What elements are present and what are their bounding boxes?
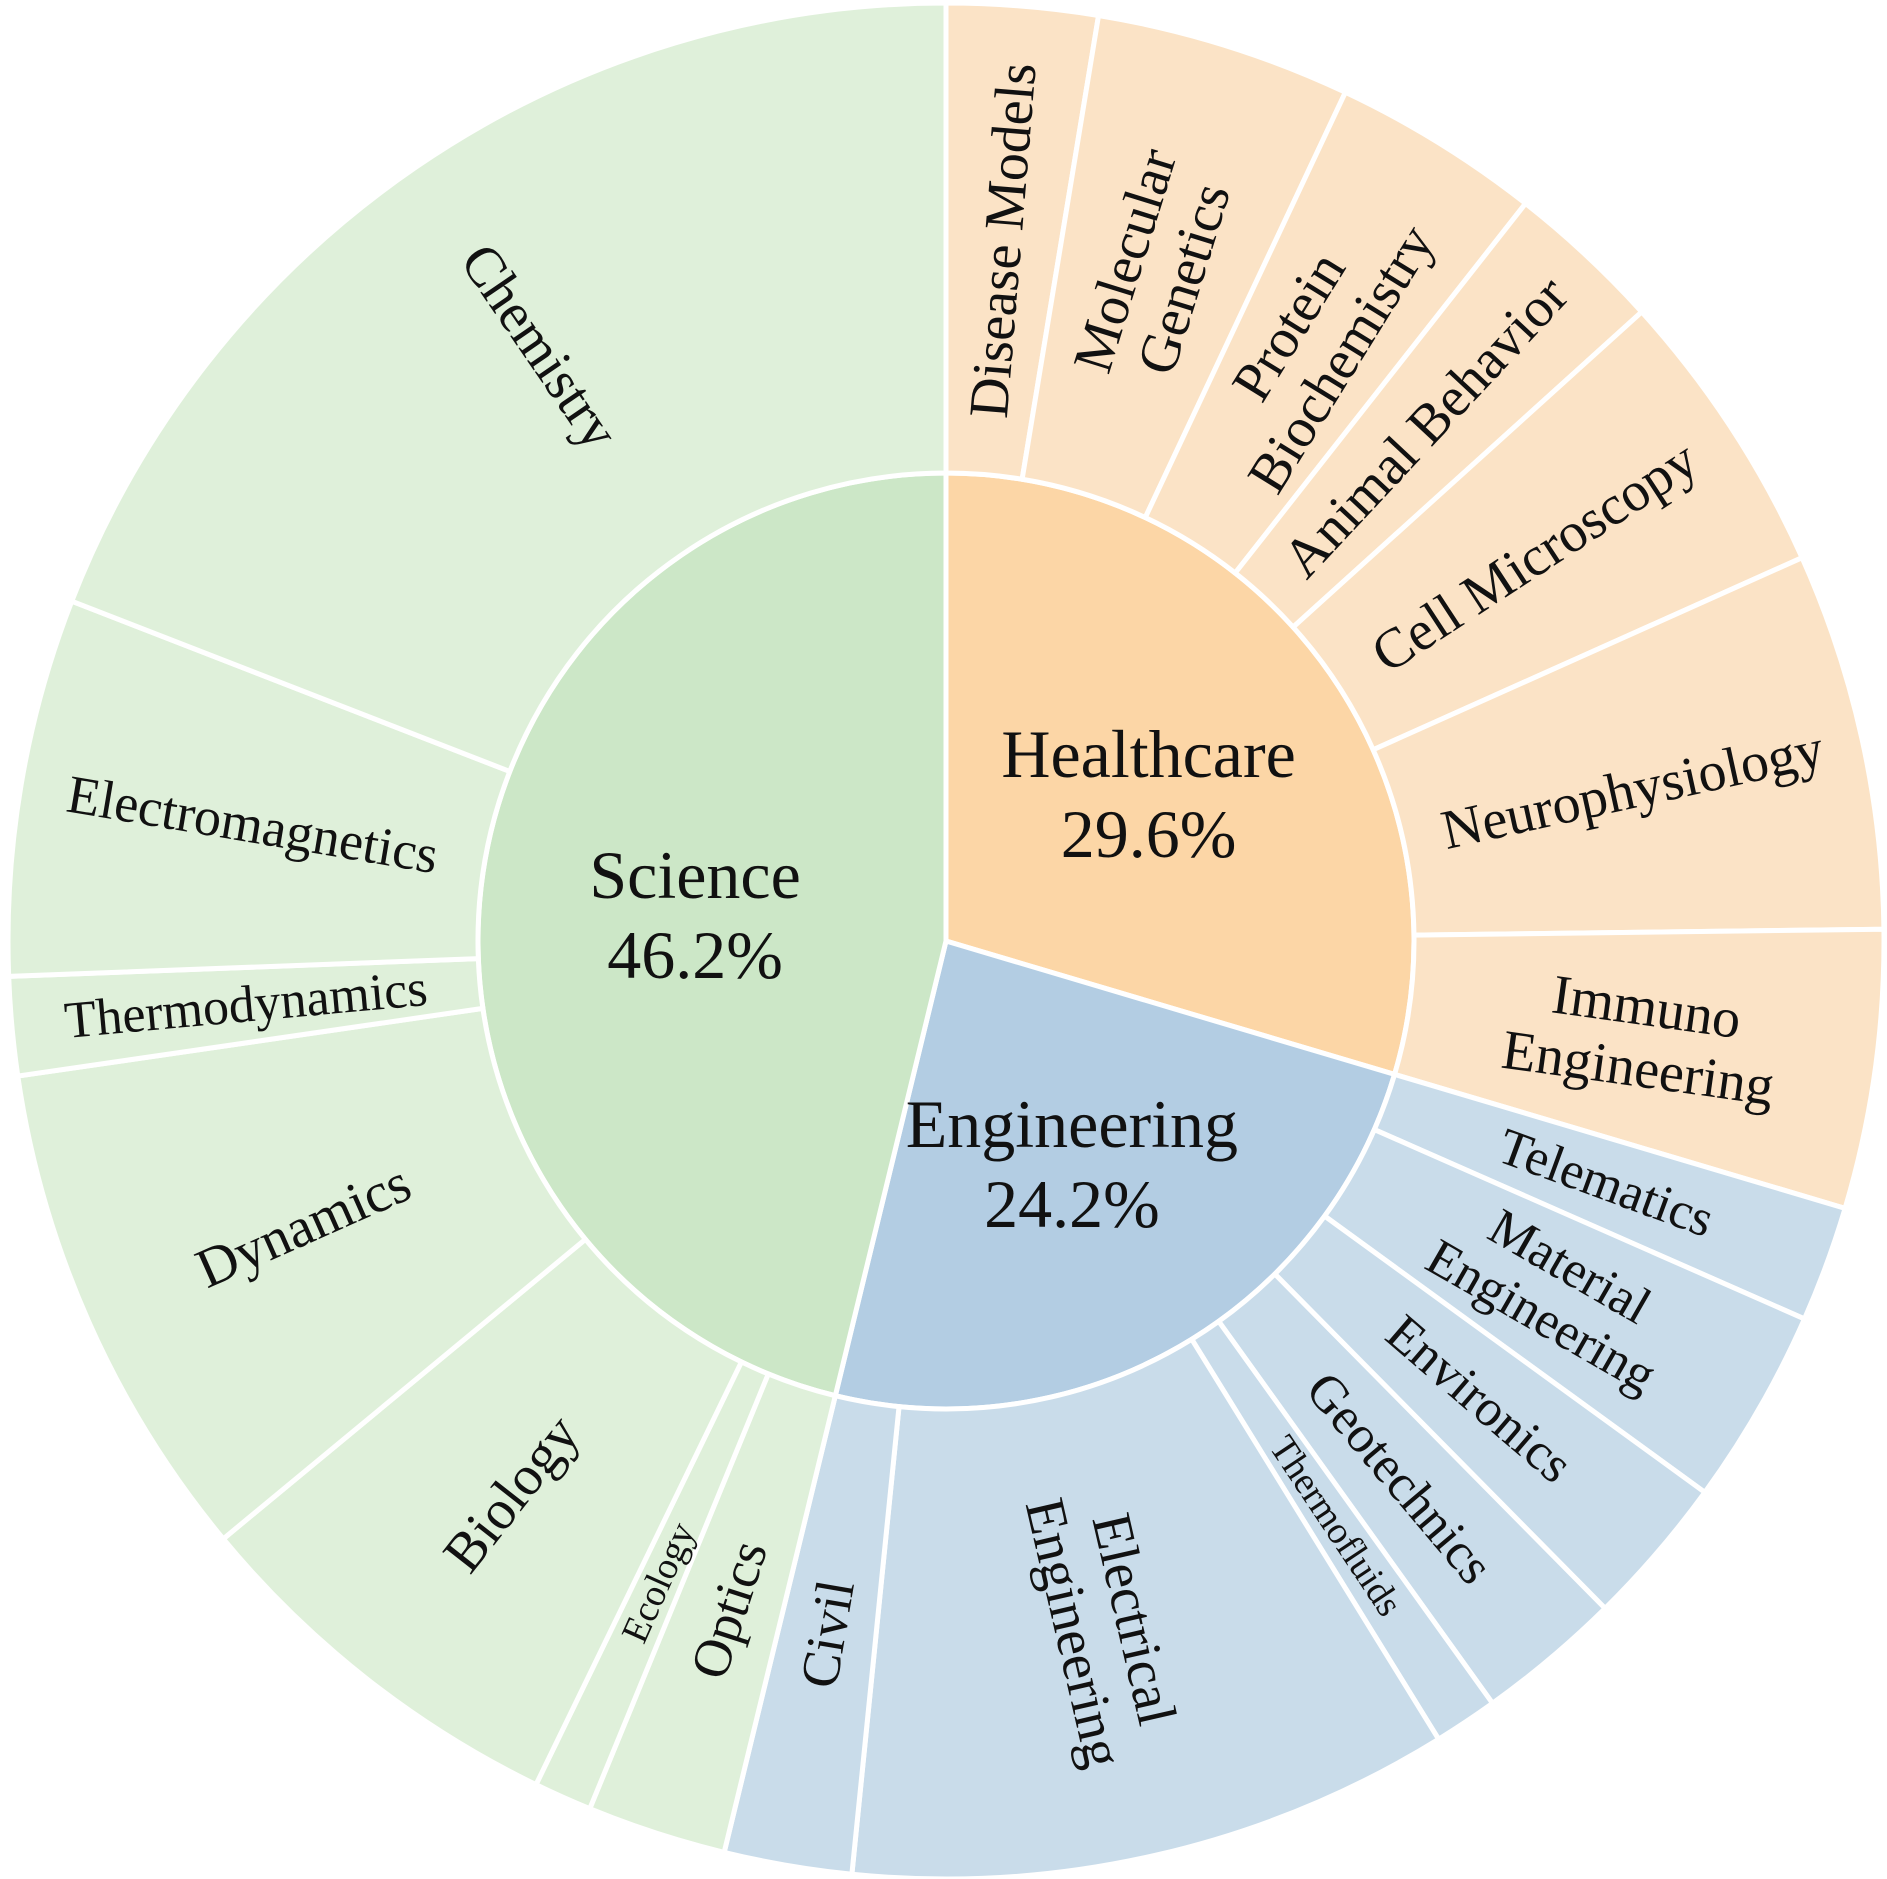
category-percent-engineering: 24.2% [984,1166,1160,1242]
segments [5,0,1887,1879]
segment-electromagnetics [5,598,513,979]
segment-dynamics [15,1005,588,1542]
label-immuno-engineering: ImmunoEngineering [1498,958,1786,1118]
category-percent-healthcare: 29.6% [1061,796,1237,872]
category-percent-science: 46.2% [607,917,783,993]
segment-chemistry [69,0,949,774]
segment-neurophysiology [1370,555,1887,938]
category-name-science: Science [589,837,800,913]
category-name-healthcare: Healthcare [1001,716,1295,792]
segment-electrical-engineering [849,1336,1442,1879]
category-name-engineering: Engineering [906,1086,1238,1162]
